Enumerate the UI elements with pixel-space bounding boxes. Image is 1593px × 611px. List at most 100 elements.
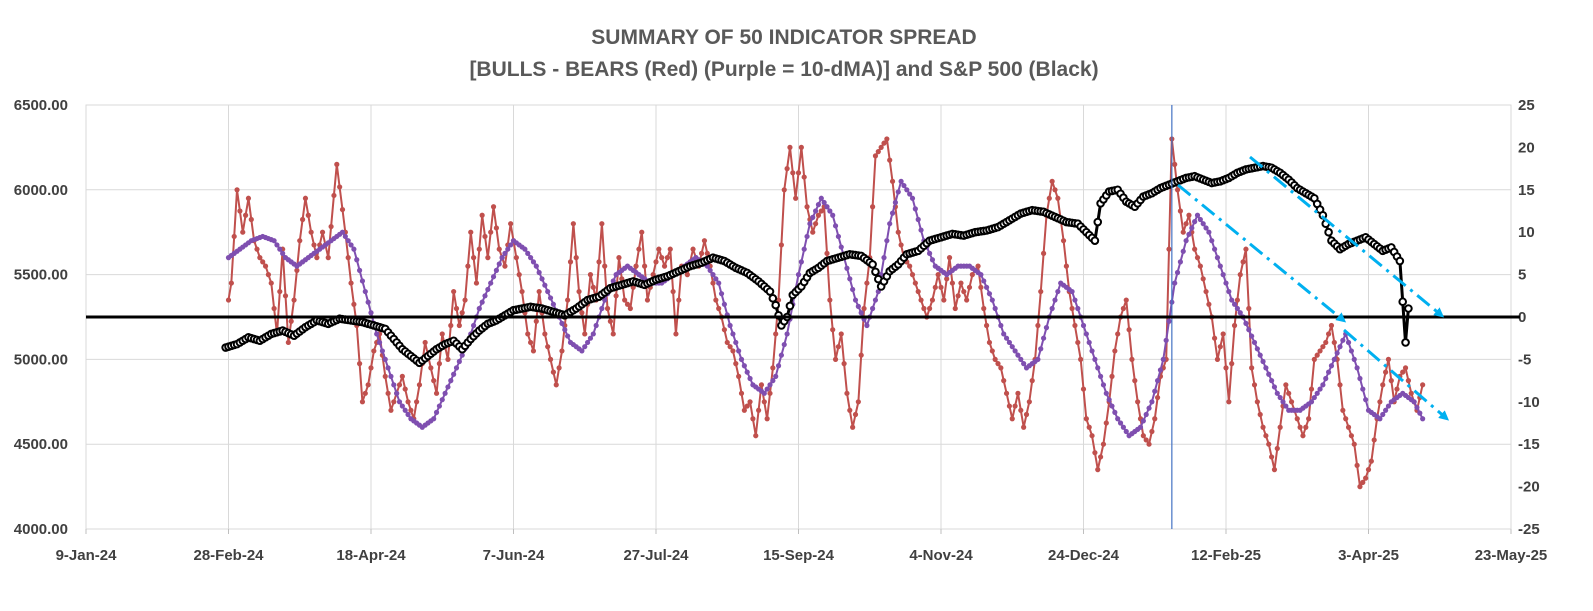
data-point [1049, 178, 1055, 184]
annotation-group [86, 105, 1520, 529]
data-point [607, 318, 614, 324]
chart-title: SUMMARY OF 50 INDICATOR SPREAD [591, 26, 976, 49]
data-point [1351, 441, 1357, 447]
data-point [448, 378, 454, 384]
data-point [453, 305, 460, 312]
data-point [787, 144, 793, 150]
data-point [1177, 259, 1183, 265]
x-tick-label: 12-Feb-25 [1191, 547, 1261, 564]
data-point [294, 267, 300, 273]
data-point [550, 301, 557, 307]
x-tick-label: 28-Feb-24 [193, 547, 264, 564]
data-point [1112, 348, 1118, 354]
data-point [1251, 382, 1258, 388]
data-point [1183, 238, 1189, 244]
data-point [334, 161, 340, 167]
data-point [1277, 424, 1283, 430]
data-point [981, 305, 987, 312]
data-point [1089, 433, 1095, 439]
data-point [1340, 407, 1346, 413]
data-point [824, 250, 830, 256]
x-tick-label: 23-May-25 [1475, 547, 1548, 564]
data-point [718, 291, 725, 297]
series-s-p-500 [221, 161, 1413, 368]
data-point [1368, 458, 1374, 464]
data-point [949, 280, 956, 286]
data-point [357, 267, 363, 273]
data-point [858, 352, 864, 358]
data-point [1015, 390, 1021, 396]
data-point [1280, 399, 1286, 405]
data-point [701, 238, 708, 244]
data-point [744, 369, 750, 375]
data-point [1135, 399, 1141, 405]
data-point [508, 221, 514, 227]
data-point [790, 170, 796, 176]
data-point [927, 250, 933, 256]
data-point [530, 259, 537, 265]
data-point [966, 284, 973, 290]
data-point [1012, 403, 1018, 409]
data-point [282, 293, 289, 299]
data-point [1385, 356, 1392, 362]
y-right-tick-label: 5 [1518, 267, 1526, 284]
data-point [1274, 390, 1280, 396]
data-point [716, 305, 722, 312]
data-point [736, 373, 742, 379]
data-point [804, 233, 810, 240]
trend-arrow [1249, 155, 1445, 318]
data-point [1311, 394, 1317, 401]
data-point [764, 386, 770, 392]
data-point [579, 348, 585, 354]
data-point [724, 339, 730, 346]
data-point [550, 369, 557, 375]
data-point [1357, 375, 1363, 382]
data-point [1283, 403, 1289, 409]
data-point [1266, 371, 1272, 377]
data-point [351, 301, 357, 307]
x-tick-label: 7-Jun-24 [483, 547, 545, 564]
data-point [1340, 337, 1346, 343]
data-point [1337, 382, 1343, 388]
data-point [984, 284, 990, 290]
data-point [1294, 416, 1300, 422]
data-point [1149, 399, 1155, 405]
data-point [995, 361, 1001, 367]
data-point [1377, 416, 1383, 422]
data-point [664, 255, 671, 261]
series-group [221, 136, 1426, 490]
data-point [1123, 297, 1129, 303]
data-point [844, 265, 850, 271]
data-point [1308, 399, 1315, 405]
data-point [590, 331, 596, 337]
data-point [984, 322, 990, 329]
data-point [989, 297, 995, 303]
data-point [490, 204, 497, 210]
data-point [376, 339, 383, 346]
data-point [904, 187, 910, 193]
data-point [1009, 416, 1015, 422]
data-point [248, 216, 254, 223]
data-point [1021, 424, 1027, 430]
x-tick-label: 24-Dec-24 [1048, 547, 1120, 564]
data-point [765, 287, 775, 296]
data-point [1163, 337, 1169, 343]
data-point [1152, 416, 1158, 422]
data-point [1143, 437, 1149, 443]
data-point [1194, 255, 1201, 261]
data-point [1166, 246, 1172, 252]
data-point [1266, 441, 1272, 447]
data-point [245, 195, 252, 201]
data-point [396, 382, 403, 388]
data-point [941, 297, 947, 303]
data-point [898, 178, 904, 184]
data-point [305, 212, 311, 218]
data-point [830, 327, 836, 333]
data-point [1234, 297, 1240, 303]
data-point [633, 263, 639, 269]
data-point [604, 305, 611, 312]
data-point [929, 297, 936, 303]
data-point [280, 250, 286, 256]
data-point [768, 294, 778, 303]
